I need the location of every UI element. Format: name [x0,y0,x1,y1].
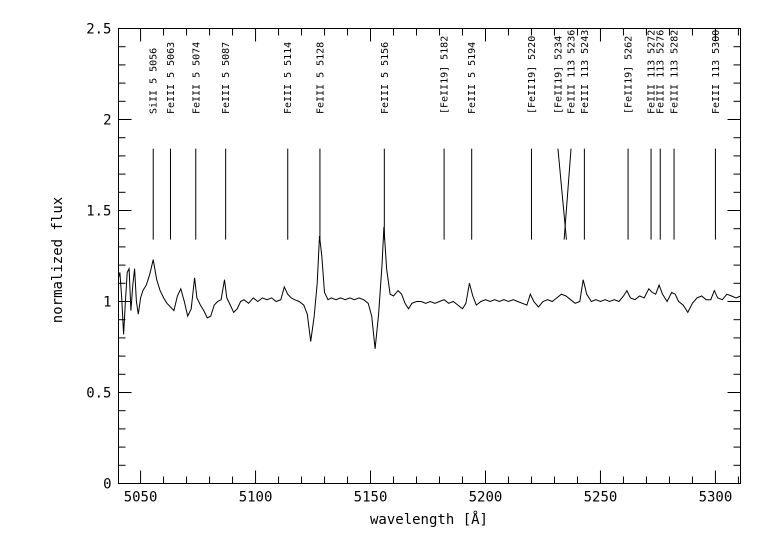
spectral-line-label: FeIII 113 5300 [711,30,722,114]
x-axis-title: wavelength [Å] [370,511,488,528]
spectral-line-label: FeIII 5 5114 [283,42,294,114]
y-tick-label: 2 [103,113,111,129]
spectral-line-label: FeIII 113 5272 [647,30,658,114]
y-tick-label: 0 [103,477,111,493]
spectral-line-label: FeIII 5 5128 [315,42,326,114]
y-axis-title: normalized flux [50,197,66,323]
spectral-line-label: FeIII 113 5236 [567,30,578,114]
spectral-line-marker [563,148,572,240]
spectrum-trace [118,226,741,349]
x-tick-label: 5150 [354,490,388,506]
x-tick-label: 5300 [699,490,733,506]
axis-tick-labels: 5050 5100 5150 5200 5250 5300 0 0.5 1 1.5 2 2.5 [86,22,732,506]
x-tick-label: 5250 [584,490,618,506]
spectral-line-label: FeIII 5 5074 [191,42,202,114]
spectral-line-label: FeIII 113 5276 [656,30,667,114]
y-tick-label: 1 [103,295,111,311]
spectral-line-label: [FeII19] 5182 [440,36,451,114]
spectral-line-label: [FeII19] 5220 [527,36,538,114]
plot-border [118,28,741,484]
plot-frame [118,28,741,484]
spectral-line-label: [FeII19] 5262 [624,36,635,114]
axis-ticks [118,28,741,484]
y-tick-label: 1.5 [86,204,111,220]
x-tick-label: 5050 [124,490,158,506]
spectrum-line [118,226,741,349]
x-tick-label: 5100 [239,490,273,506]
spectral-line-label: FeIII 5 5156 [380,42,391,114]
spectral-line-markers [152,148,716,240]
spectral-line-label: FeIII 5 5063 [166,42,177,114]
x-tick-label: 5200 [469,490,503,506]
spectral-line-label: FeIII 113 5282 [670,30,681,114]
spectral-line-label: FeIII 5 5087 [221,42,232,114]
spectral-line-labels: SiII 5 5056 FeIII 5 5063 FeIII 5 5074 FeIII… [149,30,722,114]
spectral-line-label: [FeII19] 5234 [553,36,564,114]
spectral-line-label: SiII 5 5056 [149,48,160,114]
spectral-line-label: FeIII 5 5194 [467,42,478,114]
y-tick-label: 0.5 [86,386,111,402]
y-tick-label: 2.5 [86,22,111,38]
spectral-line-label: FeIII 113 5243 [580,30,591,114]
